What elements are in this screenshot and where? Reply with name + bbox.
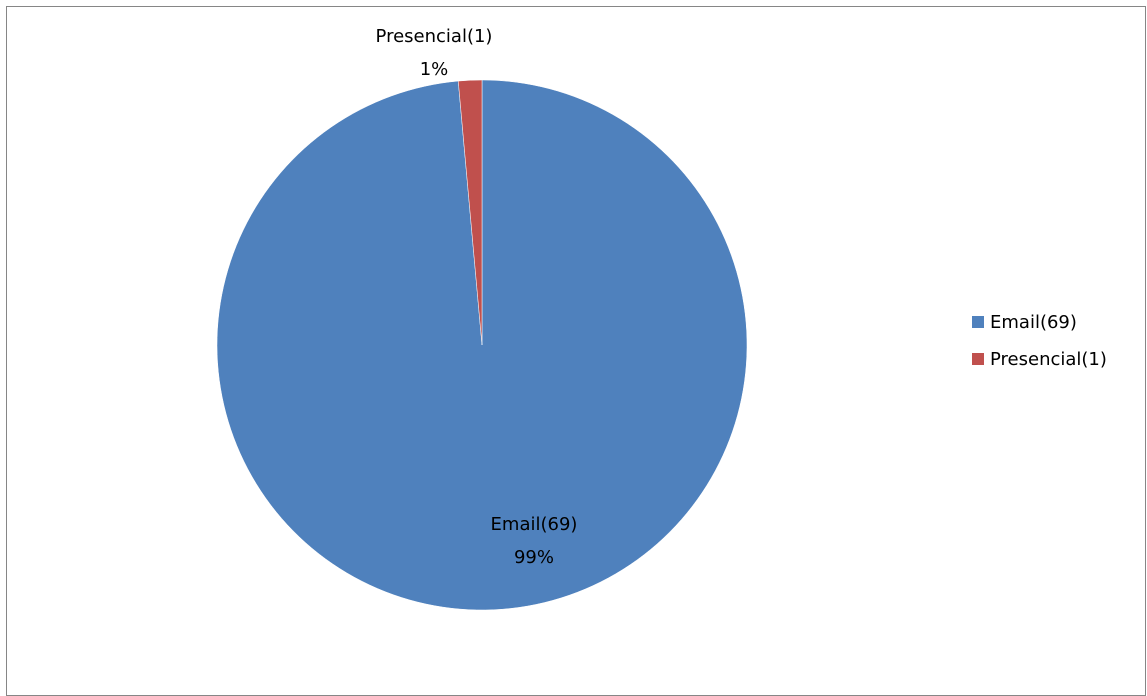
legend-swatch-email — [972, 316, 984, 328]
legend-label-presencial: Presencial(1) — [990, 349, 1107, 370]
pie-slice-presencial — [457, 79, 483, 346]
data-label-presencial-name: Presencial(1) — [376, 26, 493, 47]
data-label-email-percent: 99% — [514, 547, 554, 568]
legend: Email(69) Presencial(1) — [972, 312, 1107, 370]
pie-slices — [216, 79, 748, 611]
legend-label-email: Email(69) — [990, 312, 1077, 333]
data-label-email-name: Email(69) — [491, 514, 578, 535]
data-label-presencial-percent: 1% — [420, 59, 449, 80]
pie-chart: Email(69) 99% Presencial(1) 1% Email(69)… — [216, 26, 1107, 611]
legend-swatch-presencial — [972, 353, 984, 365]
